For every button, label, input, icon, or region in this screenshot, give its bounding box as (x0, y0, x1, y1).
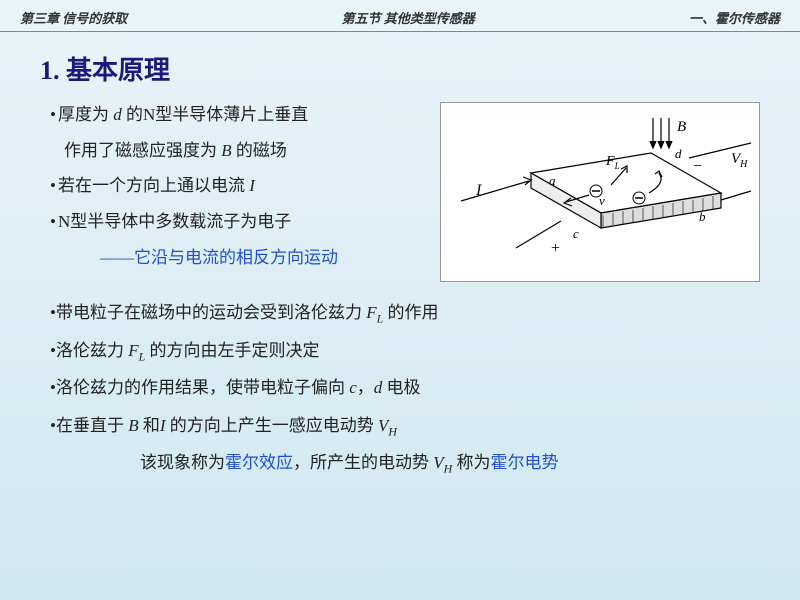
label-FL: FL (605, 154, 620, 171)
bullet-2: 若在一个方向上通以电流 I (50, 168, 430, 204)
header-right: 一、霍尔传感器 (689, 8, 780, 27)
label-B: B (677, 119, 686, 135)
main-content: 厚度为 d 的N型半导体薄片上垂直 作用了磁感应强度为 B 的磁场 若在一个方向… (0, 97, 800, 282)
label-I: I (475, 182, 482, 199)
label-minus: − (693, 158, 702, 175)
label-c: c (573, 226, 579, 241)
label-d: d (675, 146, 682, 161)
label-v: v (599, 193, 605, 208)
lower-line-4: •在垂直于 B 和I 的方向上产生一感应电动势 VH (50, 407, 770, 445)
lower-section: •带电粒子在磁场中的运动会受到洛伦兹力 FL 的作用 •洛伦兹力 FL 的方向由… (0, 282, 800, 482)
hall-effect-diagram: B I VH a b c d + − FL (440, 102, 760, 282)
slide-header: 第三章 信号的获取 第五节 其他类型传感器 一、霍尔传感器 (0, 0, 800, 32)
lower-line-3: •洛伦兹力的作用结果，使带电粒子偏向 c，d 电极 (50, 369, 770, 406)
lower-line-1: •带电粒子在磁场中的运动会受到洛伦兹力 FL 的作用 (50, 294, 770, 332)
left-column: 厚度为 d 的N型半导体薄片上垂直 作用了磁感应强度为 B 的磁场 若在一个方向… (50, 97, 440, 282)
header-center: 第五节 其他类型传感器 (341, 8, 474, 27)
bullet-1: 厚度为 d 的N型半导体薄片上垂直 (50, 97, 430, 133)
header-left: 第三章 信号的获取 (20, 8, 127, 27)
bullet-3-sub: ——它沿与电流的相反方向运动 (50, 240, 430, 276)
lower-line-2: •洛伦兹力 FL 的方向由左手定则决定 (50, 332, 770, 370)
label-b: b (699, 209, 706, 224)
bullet-3: N型半导体中多数载流子为电子 (50, 204, 430, 240)
diagram-svg: B I VH a b c d + − FL (441, 103, 761, 283)
bullet-1-cont: 作用了磁感应强度为 B 的磁场 (50, 133, 430, 169)
section-title: 1. 基本原理 (0, 32, 800, 97)
right-column: B I VH a b c d + − FL (440, 97, 770, 282)
lower-line-5: 该现象称为霍尔效应，所产生的电动势 VH 称为霍尔电势 (50, 444, 770, 482)
label-plus: + (551, 240, 560, 257)
label-VH: VH (731, 151, 748, 170)
label-a: a (549, 173, 556, 188)
